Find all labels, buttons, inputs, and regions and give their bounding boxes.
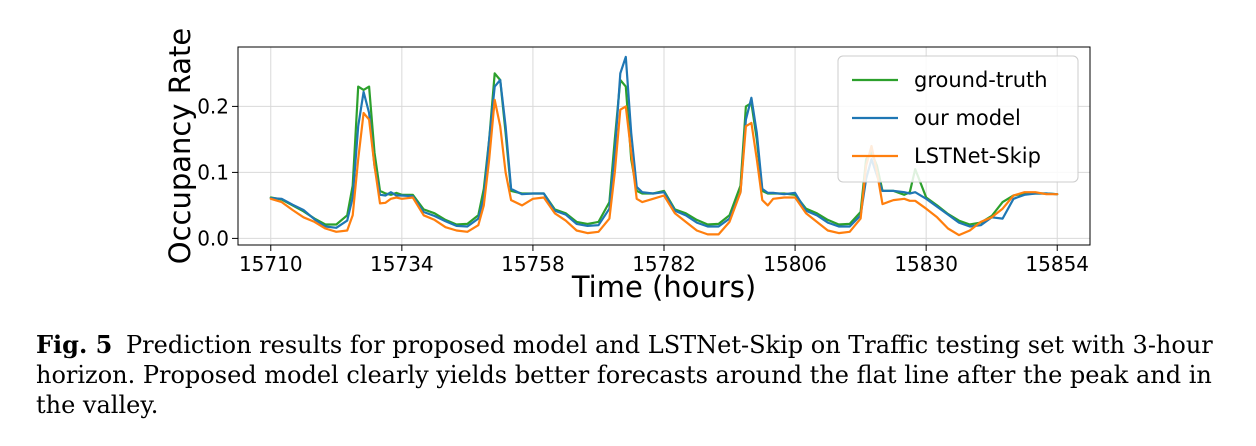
x-tick-label: 15782 bbox=[632, 252, 696, 276]
y-tick-label: 0.2 bbox=[197, 94, 229, 118]
x-tick-label: 15734 bbox=[370, 252, 434, 276]
legend-box bbox=[837, 55, 1079, 183]
y-axis-title: Occupancy Rate bbox=[163, 28, 197, 264]
series-line-ground-truth bbox=[269, 72, 1059, 226]
figure: 15710 15734 15758 15782 15806 15830 15854 0.0 0.… bbox=[163, 28, 1091, 304]
series-line-lstnet-skip bbox=[269, 98, 1059, 237]
legend-label: ground-truth bbox=[914, 68, 1048, 92]
x-tick-label: 15806 bbox=[763, 252, 827, 276]
legend-label: LSTNet-Skip bbox=[914, 144, 1041, 168]
x-tick-label: 15758 bbox=[501, 252, 565, 276]
series-lines bbox=[269, 55, 1059, 237]
legend: ground-truth our model LSTNet-Skip bbox=[837, 55, 1079, 183]
y-tick-label: 0.0 bbox=[197, 226, 229, 250]
x-tick-label: 15710 bbox=[239, 252, 303, 276]
axis-ticks: 15710 15734 15758 15782 15806 15830 15854 0.0 0.… bbox=[197, 94, 1089, 276]
series-line-our-model bbox=[269, 55, 1059, 229]
x-tick-label: 15830 bbox=[894, 252, 958, 276]
caption-text: Prediction results for proposed model an… bbox=[36, 331, 1213, 419]
legend-label: our model bbox=[914, 106, 1021, 130]
x-axis-title: Time (hours) bbox=[571, 270, 756, 304]
caption-label: Fig. 5 bbox=[36, 330, 113, 359]
x-tick-label: 15854 bbox=[1025, 252, 1089, 276]
figure-caption: Fig. 5 Prediction results for proposed m… bbox=[36, 330, 1231, 420]
y-tick-label: 0.1 bbox=[197, 160, 229, 184]
line-chart: 15710 15734 15758 15782 15806 15830 15854 0.0 0.… bbox=[163, 28, 1091, 304]
